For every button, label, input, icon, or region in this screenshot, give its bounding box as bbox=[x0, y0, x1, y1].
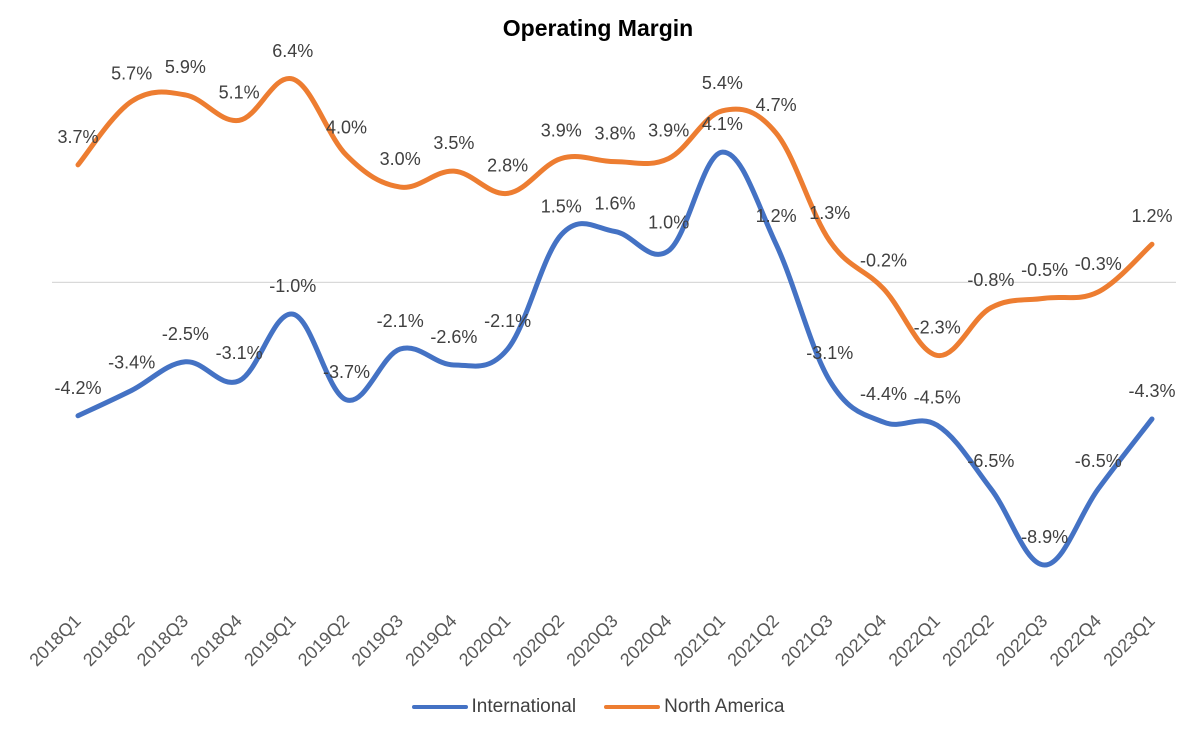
x-tick-label: 2021Q2 bbox=[723, 611, 782, 670]
data-label-international: -3.7% bbox=[323, 362, 370, 382]
data-label-north-america: 5.7% bbox=[111, 63, 152, 83]
data-label-international: -3.1% bbox=[216, 343, 263, 363]
data-label-north-america: -0.3% bbox=[1075, 254, 1122, 274]
data-label-north-america: 5.9% bbox=[165, 57, 206, 77]
x-tick-label: 2018Q4 bbox=[186, 611, 245, 670]
legend-label-north-america: North America bbox=[664, 696, 784, 718]
data-label-north-america: -0.8% bbox=[967, 270, 1014, 290]
data-label-international: -6.5% bbox=[1075, 451, 1122, 471]
data-label-north-america: 3.5% bbox=[433, 133, 474, 153]
data-label-north-america: 1.2% bbox=[1131, 206, 1172, 226]
data-label-north-america: 5.4% bbox=[702, 73, 743, 93]
legend-label-international: International bbox=[472, 696, 577, 718]
data-label-international: -3.4% bbox=[108, 352, 155, 372]
x-tick-label: 2020Q3 bbox=[562, 611, 621, 670]
data-label-north-america: 2.8% bbox=[487, 155, 528, 175]
data-label-north-america: 4.7% bbox=[756, 95, 797, 115]
chart-plot: 2018Q12018Q22018Q32018Q42019Q12019Q22019… bbox=[0, 0, 1196, 730]
data-label-north-america: 3.0% bbox=[380, 149, 421, 169]
x-tick-label: 2022Q3 bbox=[992, 611, 1051, 670]
x-tick-label: 2023Q1 bbox=[1099, 611, 1158, 670]
data-label-north-america: -0.2% bbox=[860, 251, 907, 271]
data-label-international: -2.6% bbox=[430, 327, 477, 347]
data-label-international: -2.1% bbox=[377, 311, 424, 331]
data-label-international: -4.2% bbox=[54, 378, 101, 398]
x-tick-label: 2022Q2 bbox=[938, 611, 997, 670]
data-label-international: -4.3% bbox=[1128, 381, 1175, 401]
data-label-north-america: 4.0% bbox=[326, 117, 367, 137]
data-label-international: 1.0% bbox=[648, 213, 689, 233]
x-tick-label: 2022Q4 bbox=[1046, 611, 1105, 670]
x-tick-label: 2019Q4 bbox=[401, 611, 460, 670]
data-label-international: 1.5% bbox=[541, 197, 582, 217]
x-tick-label: 2020Q4 bbox=[616, 611, 675, 670]
x-tick-label: 2020Q1 bbox=[455, 611, 514, 670]
data-label-international: -4.5% bbox=[914, 387, 961, 407]
data-label-north-america: 3.9% bbox=[648, 120, 689, 140]
x-tick-label: 2019Q3 bbox=[348, 611, 407, 670]
data-label-international: 1.2% bbox=[756, 206, 797, 226]
x-tick-label: 2021Q1 bbox=[670, 611, 729, 670]
data-label-north-america: 3.8% bbox=[594, 124, 635, 144]
legend-item-north-america: North America bbox=[604, 696, 784, 718]
x-tick-label: 2021Q3 bbox=[777, 611, 836, 670]
data-label-international: -2.1% bbox=[484, 311, 531, 331]
x-tick-label: 2018Q3 bbox=[133, 611, 192, 670]
x-tick-label: 2019Q2 bbox=[294, 611, 353, 670]
data-label-north-america: 1.3% bbox=[809, 203, 850, 223]
x-tick-label: 2018Q1 bbox=[25, 611, 84, 670]
data-label-international: -2.5% bbox=[162, 324, 209, 344]
chart-title: Operating Margin bbox=[0, 15, 1196, 42]
data-label-north-america: -2.3% bbox=[914, 317, 961, 337]
data-label-north-america: -0.5% bbox=[1021, 260, 1068, 280]
data-label-north-america: 3.9% bbox=[541, 120, 582, 140]
x-tick-label: 2020Q2 bbox=[509, 611, 568, 670]
legend: International North America bbox=[0, 696, 1196, 718]
data-label-international: -6.5% bbox=[967, 451, 1014, 471]
data-label-north-america: 3.7% bbox=[57, 127, 98, 147]
chart-container: Operating Margin 2018Q1 2018Q2 2018Q3 2018Q… bbox=[0, 0, 1196, 730]
data-label-international: -4.4% bbox=[860, 384, 907, 404]
series-line-north-america bbox=[78, 78, 1152, 355]
data-label-north-america: 5.1% bbox=[219, 82, 260, 102]
x-tick-label: 2018Q2 bbox=[79, 611, 138, 670]
data-label-north-america: 6.4% bbox=[272, 41, 313, 61]
data-label-international: 4.1% bbox=[702, 114, 743, 134]
legend-swatch-international bbox=[412, 705, 468, 709]
legend-swatch-north-america bbox=[604, 705, 660, 709]
data-label-international: 1.6% bbox=[594, 194, 635, 214]
x-tick-label: 2022Q1 bbox=[885, 611, 944, 670]
data-label-international: -8.9% bbox=[1021, 527, 1068, 547]
legend-item-international: International bbox=[412, 696, 577, 718]
x-tick-label: 2019Q1 bbox=[240, 611, 299, 670]
x-tick-label: 2021Q4 bbox=[831, 611, 890, 670]
data-label-international: -1.0% bbox=[269, 276, 316, 296]
data-label-international: -3.1% bbox=[806, 343, 853, 363]
